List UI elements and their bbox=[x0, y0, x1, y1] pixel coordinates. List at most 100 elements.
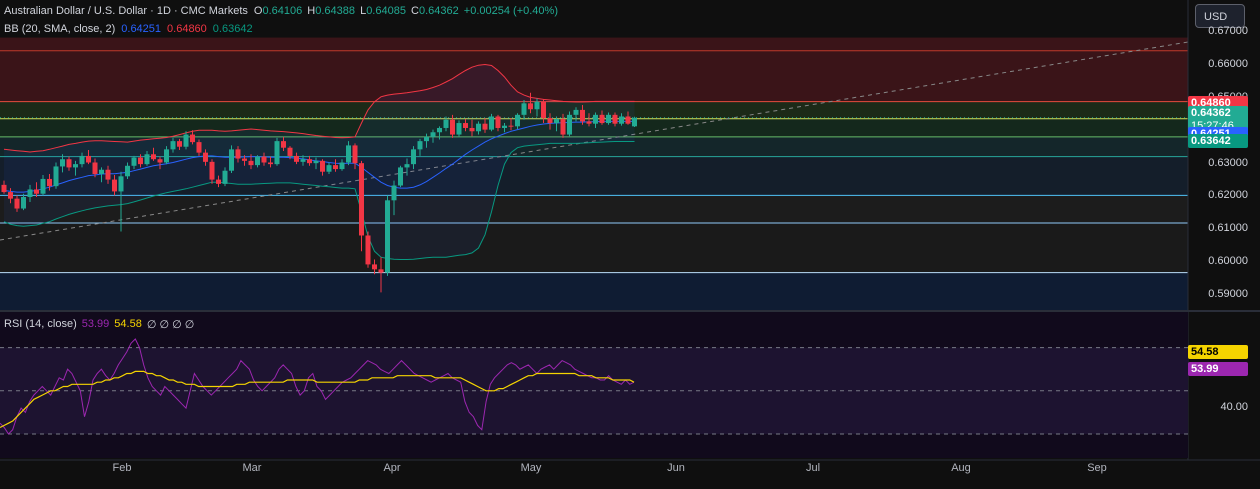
candle-body bbox=[138, 157, 143, 165]
candle-body bbox=[346, 145, 351, 163]
price-axis-label: 0.63000 bbox=[1208, 156, 1248, 169]
candle-body bbox=[495, 116, 501, 128]
candle-body bbox=[580, 109, 585, 122]
price-zone bbox=[0, 222, 1188, 273]
candle-body bbox=[164, 149, 169, 163]
candle-body bbox=[398, 167, 403, 186]
candle-body bbox=[60, 159, 65, 167]
candle-body bbox=[606, 114, 611, 124]
candle-body bbox=[157, 159, 163, 163]
candle-body bbox=[417, 141, 423, 150]
bb-lower-value: 0.63642 bbox=[212, 23, 253, 35]
candle-body bbox=[534, 101, 540, 110]
price-axis-label: 0.67000 bbox=[1208, 25, 1248, 37]
price-zone bbox=[0, 118, 1188, 137]
candle-body bbox=[92, 162, 98, 175]
rsi-ma-value: 54.58 bbox=[114, 318, 142, 330]
candle-body bbox=[242, 158, 247, 161]
rsi-tag-ma: 54.58 bbox=[1188, 345, 1248, 359]
candle-body bbox=[573, 109, 579, 115]
price-zone bbox=[0, 195, 1188, 223]
candle-body bbox=[625, 116, 631, 124]
candle-body bbox=[209, 161, 215, 180]
candle-body bbox=[560, 119, 566, 135]
candle-body bbox=[151, 154, 156, 160]
bb-name: BB (20, SMA, close, 2) bbox=[4, 23, 116, 35]
candle-body bbox=[112, 179, 117, 192]
candle-body bbox=[229, 149, 234, 171]
candle-body bbox=[372, 264, 377, 270]
candle-body bbox=[196, 142, 202, 153]
candle-body bbox=[619, 116, 624, 124]
candle-body bbox=[170, 141, 176, 150]
time-axis-label: Apr bbox=[383, 462, 401, 474]
trend-line bbox=[0, 41, 1189, 241]
candle-body bbox=[66, 159, 72, 168]
candle-body bbox=[79, 155, 85, 165]
rsi-line bbox=[0, 338, 635, 435]
time-axis-label: Feb bbox=[112, 462, 132, 474]
candle-body bbox=[268, 162, 273, 165]
candle-body bbox=[86, 155, 91, 163]
candle-body bbox=[235, 149, 241, 159]
candle-body bbox=[326, 165, 332, 172]
candle-body bbox=[586, 121, 592, 124]
candle-body bbox=[8, 192, 13, 199]
time-axis-label: Sep bbox=[1087, 462, 1107, 474]
candle-body bbox=[177, 141, 182, 147]
candle-body bbox=[378, 269, 384, 273]
high-value: 0.64388 bbox=[315, 5, 355, 17]
close-value: 0.64362 bbox=[418, 5, 459, 17]
bb-legend[interactable]: BB (20, SMA, close, 2) 0.64251 0.64860 0… bbox=[4, 23, 253, 35]
change-value: +0.00254 (+0.40%) bbox=[463, 5, 558, 17]
candle-body bbox=[547, 118, 553, 124]
candle-body bbox=[216, 179, 221, 184]
open-value: 0.64106 bbox=[262, 5, 303, 17]
rsi-axis-label: 40.00 bbox=[1220, 401, 1248, 413]
candle-body bbox=[287, 147, 293, 156]
candle-body bbox=[261, 156, 267, 163]
candle-body bbox=[541, 101, 546, 119]
candle-body bbox=[307, 159, 312, 164]
candle-body bbox=[294, 155, 299, 162]
candle-body bbox=[554, 119, 559, 124]
candle-body bbox=[21, 197, 26, 209]
candle-body bbox=[274, 141, 280, 165]
candle-body bbox=[105, 169, 111, 180]
candle-body bbox=[391, 185, 397, 201]
candle-body bbox=[632, 117, 637, 127]
time-axis-label: Mar bbox=[242, 462, 262, 474]
candle-body bbox=[320, 160, 325, 172]
price-axis-label: 0.59000 bbox=[1208, 288, 1248, 300]
candle-body bbox=[300, 159, 306, 162]
price-axis-label: 0.61000 bbox=[1208, 222, 1248, 235]
price-axis-label: 0.60000 bbox=[1208, 255, 1248, 268]
currency-button[interactable]: USD bbox=[1195, 4, 1245, 28]
candle-body bbox=[125, 165, 130, 177]
rsi-extra: ∅ ∅ ∅ ∅ bbox=[146, 319, 195, 331]
price-axis-label: 0.66000 bbox=[1208, 57, 1248, 70]
candle-body bbox=[248, 160, 254, 166]
bb-upper-value: 0.64860 bbox=[167, 23, 207, 35]
candle-body bbox=[359, 163, 364, 236]
candle-body bbox=[469, 127, 475, 132]
candle-body bbox=[313, 160, 319, 164]
candle-body bbox=[281, 141, 286, 148]
rsi-legend[interactable]: RSI (14, close) 53.99 54.58 ∅ ∅ ∅ ∅ bbox=[4, 318, 194, 331]
candle-body bbox=[40, 178, 46, 194]
candle-body bbox=[450, 119, 455, 135]
candle-body bbox=[424, 136, 429, 142]
bb-lower-line bbox=[3, 141, 635, 260]
candle-body bbox=[34, 189, 39, 194]
price-zone bbox=[0, 156, 1188, 196]
candle-body bbox=[99, 169, 104, 175]
symbol-title[interactable]: Australian Dollar / U.S. Dollar · 1D · C… bbox=[4, 5, 248, 17]
bb-fill bbox=[4, 64, 635, 260]
candle-body bbox=[144, 154, 150, 165]
price-axis-label: 0.62000 bbox=[1208, 189, 1248, 202]
ohlc-values: O0.64106 H0.64388 L0.64085 C0.64362 +0.0… bbox=[253, 5, 558, 17]
rsi-tag-value: 53.99 bbox=[1188, 362, 1248, 376]
candle-body bbox=[203, 152, 208, 162]
candle-body bbox=[190, 134, 195, 143]
